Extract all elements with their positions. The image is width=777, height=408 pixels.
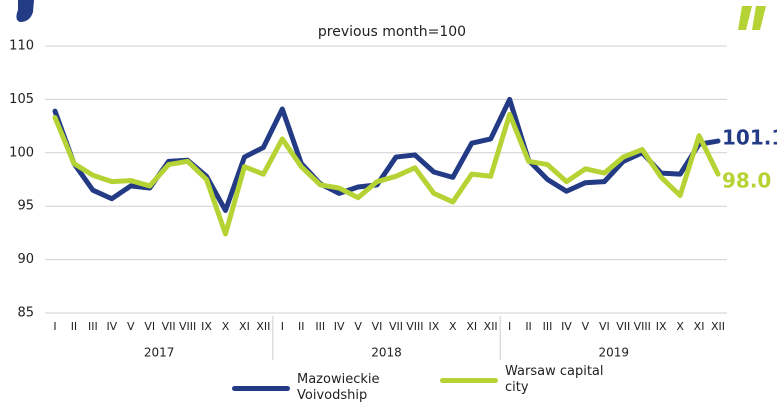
x-tick-label: III	[88, 320, 98, 333]
x-tick-label: IX	[428, 320, 439, 333]
x-tick-label: IV	[106, 320, 117, 333]
x-tick-label: VI	[599, 320, 610, 333]
legend-item: Warsaw capital city	[440, 364, 605, 396]
legend-label: Mazowieckie Voivodship	[297, 372, 397, 404]
y-tick-label: 105	[9, 92, 34, 107]
x-tick-label: XI	[466, 320, 477, 333]
x-tick-label: V	[354, 320, 362, 333]
x-tick-label: II	[525, 320, 532, 333]
x-tick-label: IV	[334, 320, 345, 333]
x-tick-label: VIII	[179, 320, 196, 333]
y-tick-label: 85	[17, 306, 34, 321]
x-tick-label: V	[582, 320, 590, 333]
x-tick-label: X	[222, 320, 230, 333]
x-tick-label: XII	[711, 320, 725, 333]
y-tick-label: 95	[17, 199, 34, 214]
x-tick-label: VIII	[406, 320, 423, 333]
subtitle: previous month=100	[318, 24, 466, 40]
y-tick-label: 100	[9, 145, 34, 160]
x-tick-label: IX	[656, 320, 667, 333]
legend-label: Warsaw capital city	[505, 364, 605, 396]
x-tick-label: XII	[256, 320, 270, 333]
value-label: 98.0	[722, 169, 771, 193]
x-tick-label: IX	[201, 320, 212, 333]
value-label: 101.1	[722, 126, 777, 150]
x-tick-label: II	[71, 320, 78, 333]
x-tick-label: VI	[372, 320, 383, 333]
x-tick-label: XI	[239, 320, 250, 333]
x-tick-label: VII	[616, 320, 630, 333]
page: previous month=100 859095100105110IIIIII…	[0, 0, 777, 408]
x-tick-label: I	[281, 320, 284, 333]
x-tick-label: X	[449, 320, 457, 333]
x-tick-label: VII	[389, 320, 403, 333]
x-tick-label: V	[127, 320, 135, 333]
x-tick-label: VII	[162, 320, 176, 333]
y-tick-label: 110	[9, 39, 34, 54]
decoration	[738, 6, 766, 30]
legend-swatch	[232, 386, 290, 391]
x-tick-label: III	[543, 320, 553, 333]
year-label: 2018	[371, 346, 402, 360]
x-tick-label: X	[676, 320, 684, 333]
year-label: 2019	[599, 346, 630, 360]
x-tick-label: II	[298, 320, 305, 333]
x-tick-label: XI	[694, 320, 705, 333]
x-tick-label: XII	[484, 320, 498, 333]
x-tick-label: VIII	[634, 320, 651, 333]
chart: previous month=100 859095100105110IIIIII…	[0, 0, 777, 408]
x-tick-label: I	[508, 320, 511, 333]
y-tick-label: 90	[17, 252, 34, 267]
legend-swatch	[440, 378, 498, 383]
decoration	[16, 0, 34, 22]
x-tick-label: VI	[144, 320, 155, 333]
legend-item: Mazowieckie Voivodship	[232, 372, 397, 404]
x-tick-label: IV	[561, 320, 572, 333]
series-line	[55, 99, 718, 210]
year-label: 2017	[144, 346, 175, 360]
x-tick-label: III	[315, 320, 325, 333]
x-tick-label: I	[53, 320, 56, 333]
